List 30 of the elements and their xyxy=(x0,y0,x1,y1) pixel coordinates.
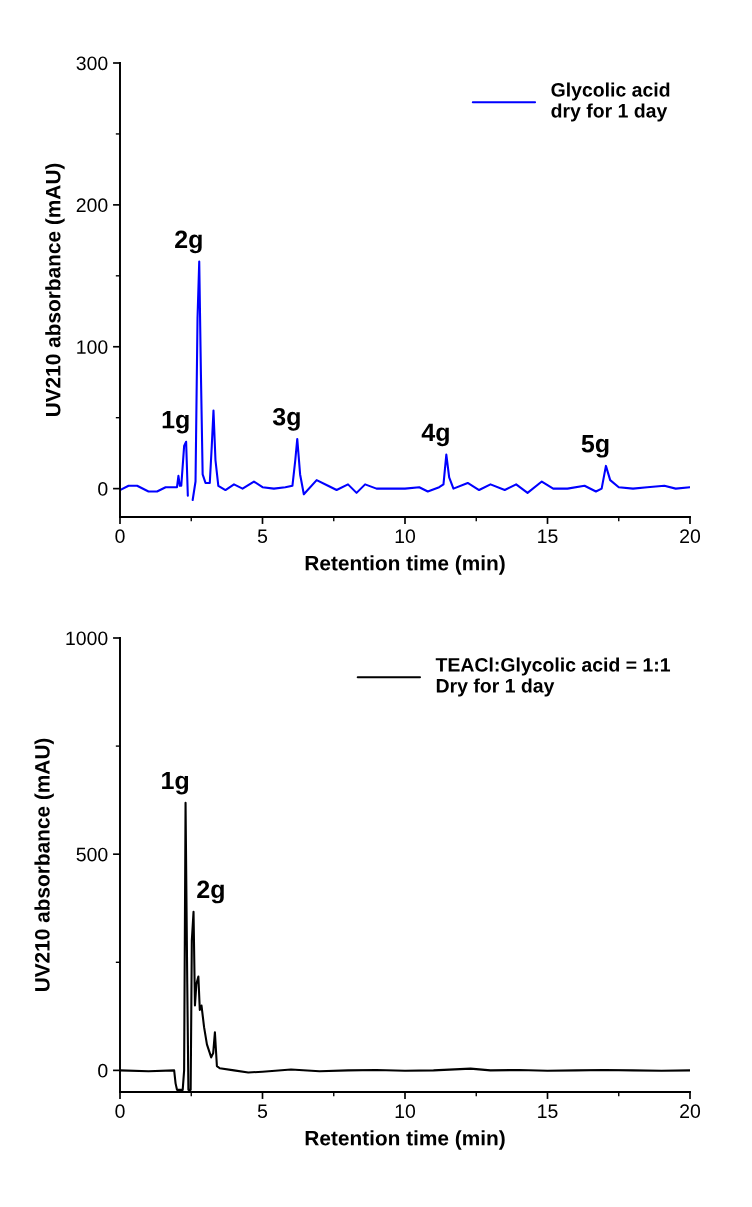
legend-label: Glycolic acid dry for 1 day xyxy=(551,82,670,122)
x-tick-label: 10 xyxy=(395,1104,416,1119)
annotation: 5g xyxy=(581,435,609,458)
y-tick-label: 1000 xyxy=(66,631,108,646)
x-axis-title: Retention time (min) xyxy=(305,1130,505,1150)
annotation: 2g xyxy=(175,230,202,254)
x-tick-label: 15 xyxy=(538,529,558,544)
annotation: 2g xyxy=(197,880,224,904)
annotation: 4g xyxy=(421,423,449,447)
x-axis-title: Retention time (min) xyxy=(305,555,505,575)
x-tick-label: 20 xyxy=(680,1104,701,1119)
x-tick-label: 5 xyxy=(257,529,268,544)
annotation: 1g xyxy=(162,771,189,795)
x-tick-label: 5 xyxy=(257,1104,268,1119)
x-tick-label: 15 xyxy=(538,1104,558,1119)
x-tick-label: 10 xyxy=(395,529,416,544)
x-tick-label: 20 xyxy=(680,529,701,544)
y-tick-label: 300 xyxy=(76,56,108,71)
annotation: 3g xyxy=(272,407,300,431)
y-tick-label: 500 xyxy=(76,847,108,862)
y-tick-label: 0 xyxy=(98,1063,108,1078)
y-axis-title: UV210 absorbance (mAU) xyxy=(34,738,54,992)
y-tick-label: 0 xyxy=(98,482,108,496)
y-tick-label: 200 xyxy=(76,198,108,213)
x-tick-label: 0 xyxy=(115,529,125,544)
x-tick-label: 0 xyxy=(115,1104,125,1119)
annotation: 1g xyxy=(162,410,189,434)
legend-label: TEACl:Glycolic acid = 1:1 Dry for 1 day xyxy=(435,657,671,697)
y-axis-title: UV210 absorbance (mAU) xyxy=(45,163,65,417)
y-tick-label: 100 xyxy=(77,340,108,354)
